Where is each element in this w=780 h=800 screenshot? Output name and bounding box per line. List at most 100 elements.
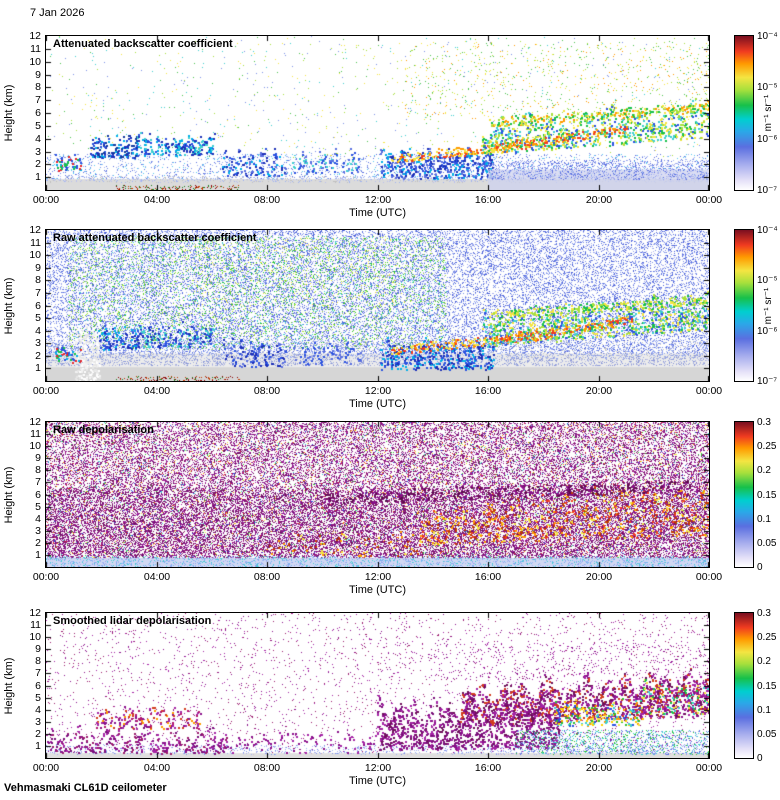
panel-raw-depolarisation: Height (km) Raw depolarisation Time (UTC… <box>0 416 780 596</box>
y-tick-label: 8 <box>35 464 41 476</box>
y-tick-label: 1 <box>35 740 41 752</box>
x-tick-label: 08:00 <box>253 385 281 397</box>
colorbar-tick-label: 0.3 <box>757 608 771 619</box>
y-tick-label: 10 <box>29 56 41 68</box>
y-tick-label: 10 <box>29 249 41 261</box>
x-tick-label: 00:00 <box>32 571 60 583</box>
heatmap-canvas <box>46 230 709 381</box>
colorbar-tick-label: 10⁻⁷ <box>757 185 778 196</box>
x-tick-label: 00:00 <box>695 571 723 583</box>
y-tick-label: 5 <box>35 312 41 324</box>
colorbar-tick-label: 0.25 <box>757 441 777 452</box>
y-tick-label: 6 <box>35 107 41 119</box>
x-axis-label: Time (UTC) <box>348 398 407 410</box>
y-tick-label: 12 <box>29 607 41 619</box>
x-tick-label: 00:00 <box>32 194 60 206</box>
plot-title: Raw depolarisation <box>53 424 154 436</box>
y-tick-label: 2 <box>35 350 41 362</box>
colorbar-tick-label: 0 <box>757 753 763 764</box>
y-tick-label: 4 <box>35 513 41 525</box>
x-tick-label: 20:00 <box>585 385 613 397</box>
plot-area: Smoothed lidar depolarisation <box>45 612 710 759</box>
x-tick-label: 08:00 <box>253 762 281 774</box>
colorbar-unit-label: m⁻¹ sr⁻¹ <box>763 287 774 324</box>
y-tick-label: 12 <box>29 30 41 42</box>
x-tick-label: 08:00 <box>253 194 281 206</box>
instrument-label: Vehmasmaki CL61D ceilometer <box>4 782 167 794</box>
y-tick-label: 4 <box>35 325 41 337</box>
panel-smoothed-depolarisation: Height (km) Smoothed lidar depolarisatio… <box>0 607 780 787</box>
y-tick-label: 2 <box>35 158 41 170</box>
y-tick-label: 1 <box>35 362 41 374</box>
colorbar-tick-label: 10⁻⁴ <box>757 31 778 42</box>
plot-area: Raw attenuated backscatter coefficient <box>45 229 710 382</box>
y-tick-label: 3 <box>35 146 41 158</box>
y-tick-label: 9 <box>35 262 41 274</box>
x-tick-label: 00:00 <box>695 762 723 774</box>
y-tick-label: 4 <box>35 704 41 716</box>
y-tick-label: 6 <box>35 489 41 501</box>
y-tick-label: 12 <box>29 224 41 236</box>
y-tick-label: 4 <box>35 133 41 145</box>
colorbar-tick-label: 0.15 <box>757 490 777 501</box>
colorbar-tick-label: 0.2 <box>757 465 771 476</box>
x-tick-label: 20:00 <box>585 194 613 206</box>
heatmap-canvas <box>46 36 709 190</box>
plot-title: Raw attenuated backscatter coefficient <box>53 232 257 244</box>
x-axis-label: Time (UTC) <box>348 584 407 596</box>
y-tick-label: 10 <box>29 440 41 452</box>
y-tick-label: 5 <box>35 120 41 132</box>
plot-title: Attenuated backscatter coefficient <box>53 38 233 50</box>
x-tick-label: 16:00 <box>474 194 502 206</box>
y-tick-label: 9 <box>35 643 41 655</box>
x-tick-label: 00:00 <box>695 385 723 397</box>
y-tick-label: 5 <box>35 692 41 704</box>
x-tick-label: 08:00 <box>253 571 281 583</box>
y-tick-label: 9 <box>35 452 41 464</box>
y-tick-label: 7 <box>35 94 41 106</box>
panel-raw-attenuated-backscatter: Height (km) Raw attenuated backscatter c… <box>0 224 780 410</box>
colorbar <box>734 421 754 568</box>
colorbar <box>734 229 754 382</box>
x-tick-label: 04:00 <box>143 385 171 397</box>
colorbar-tick-label: 0.25 <box>757 632 777 643</box>
colorbar-tick-label: 0.1 <box>757 705 771 716</box>
y-tick-label: 11 <box>30 43 41 55</box>
x-tick-label: 12:00 <box>364 194 392 206</box>
y-tick-label: 12 <box>29 416 41 428</box>
y-tick-label: 11 <box>30 619 41 631</box>
colorbar-tick-label: 0.1 <box>757 514 771 525</box>
colorbar <box>734 612 754 759</box>
heatmap-canvas <box>46 422 709 567</box>
colorbar-tick-label: 10⁻⁴ <box>757 225 778 236</box>
y-tick-label: 5 <box>35 501 41 513</box>
y-tick-label: 1 <box>35 549 41 561</box>
plot-title: Smoothed lidar depolarisation <box>53 615 212 627</box>
colorbar-tick-label: 10⁻⁵ <box>757 275 778 286</box>
y-tick-label: 2 <box>35 728 41 740</box>
y-tick-label: 9 <box>35 69 41 81</box>
x-tick-label: 04:00 <box>143 194 171 206</box>
y-tick-label: 2 <box>35 537 41 549</box>
y-tick-label: 11 <box>30 428 41 440</box>
plot-area: Raw depolarisation <box>45 421 710 568</box>
x-tick-label: 04:00 <box>143 571 171 583</box>
y-tick-label: 6 <box>35 300 41 312</box>
y-tick-label: 11 <box>30 237 41 249</box>
x-tick-label: 12:00 <box>364 762 392 774</box>
colorbar-tick-label: 0.05 <box>757 729 777 740</box>
y-tick-label: 3 <box>35 716 41 728</box>
x-tick-label: 20:00 <box>585 762 613 774</box>
colorbar-tick-label: 0.2 <box>757 656 771 667</box>
colorbar-tick-label: 0.3 <box>757 417 771 428</box>
x-tick-label: 16:00 <box>474 571 502 583</box>
y-tick-label: 3 <box>35 337 41 349</box>
colorbar-tick-label: 0.05 <box>757 538 777 549</box>
x-tick-label: 00:00 <box>32 762 60 774</box>
y-tick-label: 7 <box>35 476 41 488</box>
y-tick-label: 10 <box>29 631 41 643</box>
y-tick-label: 8 <box>35 655 41 667</box>
x-tick-label: 16:00 <box>474 385 502 397</box>
colorbar-tick-label: 0 <box>757 562 763 573</box>
